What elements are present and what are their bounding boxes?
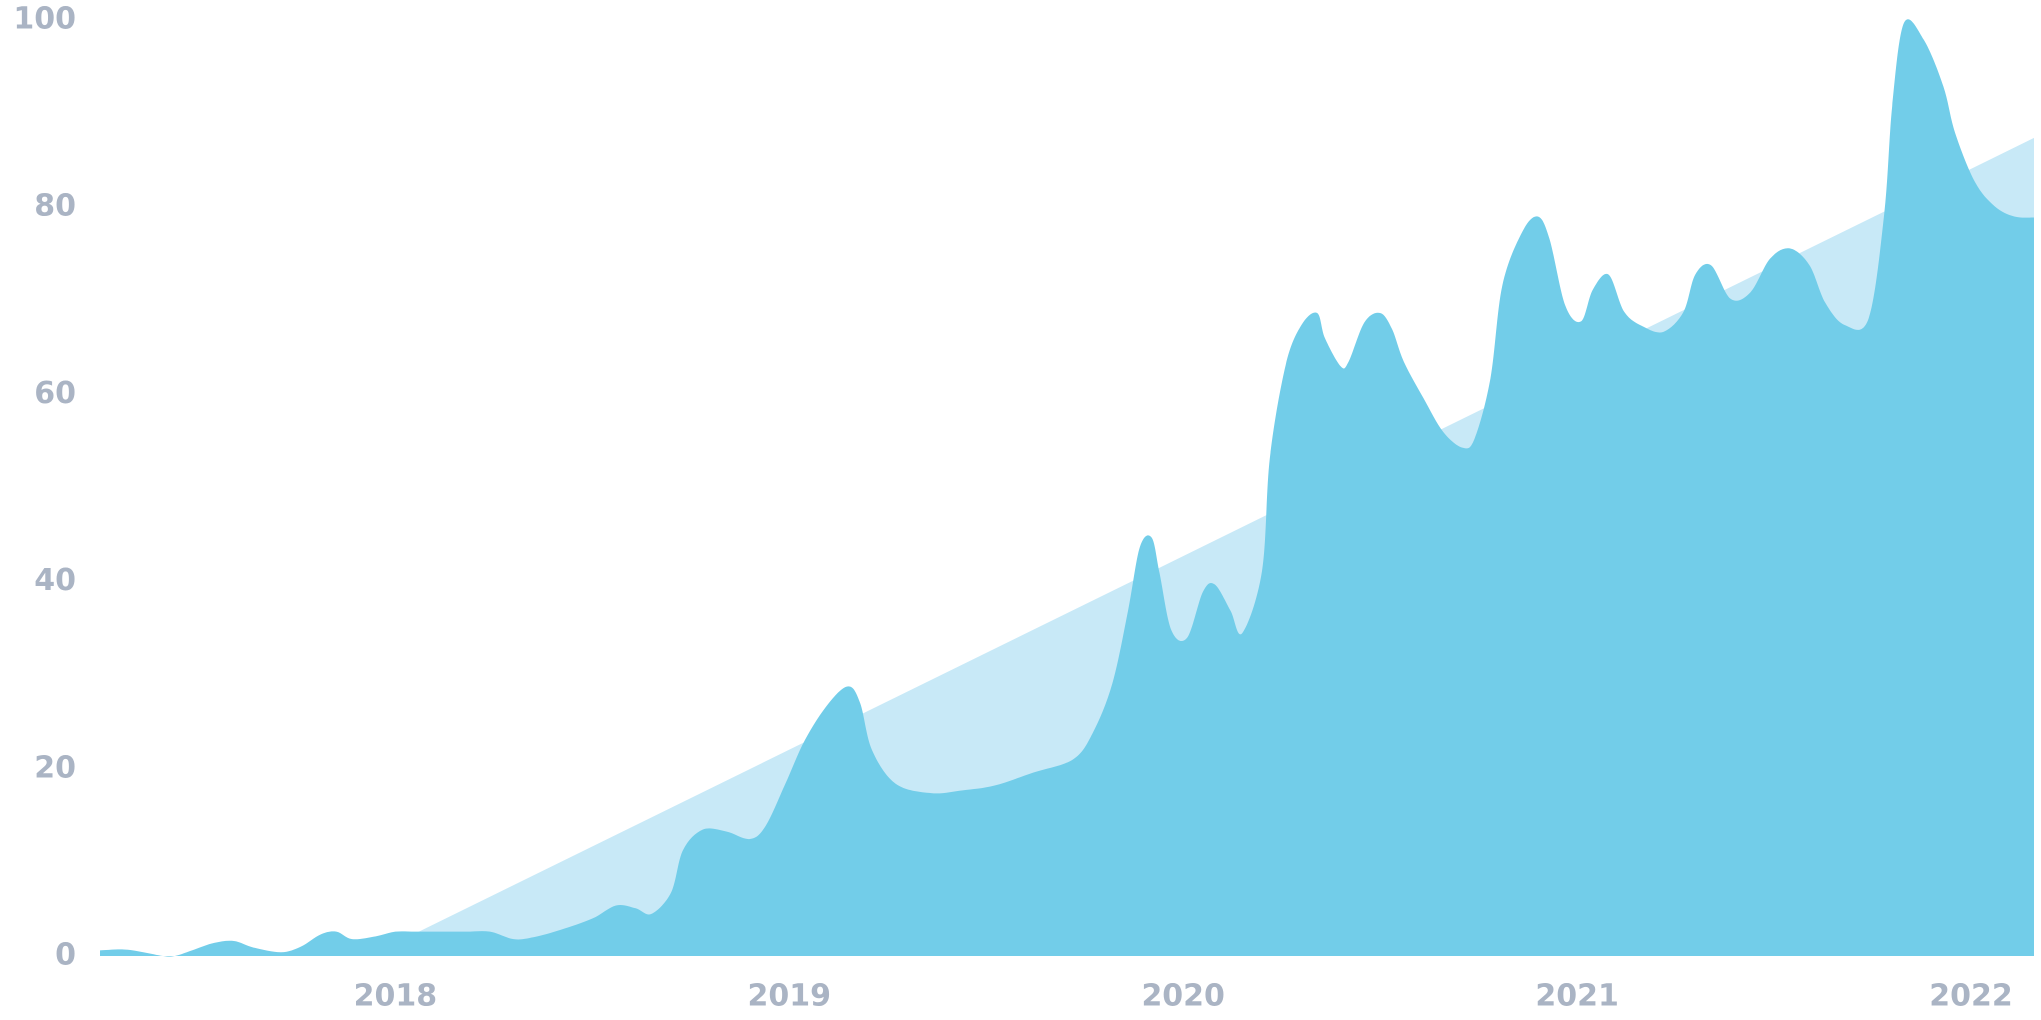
y-tick-label: 0	[55, 938, 76, 973]
y-tick-label: 100	[13, 2, 76, 37]
x-tick-label: 2021	[1535, 979, 1619, 1014]
y-tick-label: 20	[34, 750, 76, 785]
x-tick-label: 2018	[354, 979, 438, 1014]
area	[100, 19, 2034, 957]
x-tick-label: 2020	[1141, 979, 1225, 1014]
y-tick-label: 40	[34, 563, 76, 598]
y-tick-label: 80	[34, 189, 76, 224]
x-tick-label: 2019	[748, 979, 832, 1014]
x-tick-label: 2022	[1929, 979, 2013, 1014]
y-tick-label: 60	[34, 376, 76, 411]
